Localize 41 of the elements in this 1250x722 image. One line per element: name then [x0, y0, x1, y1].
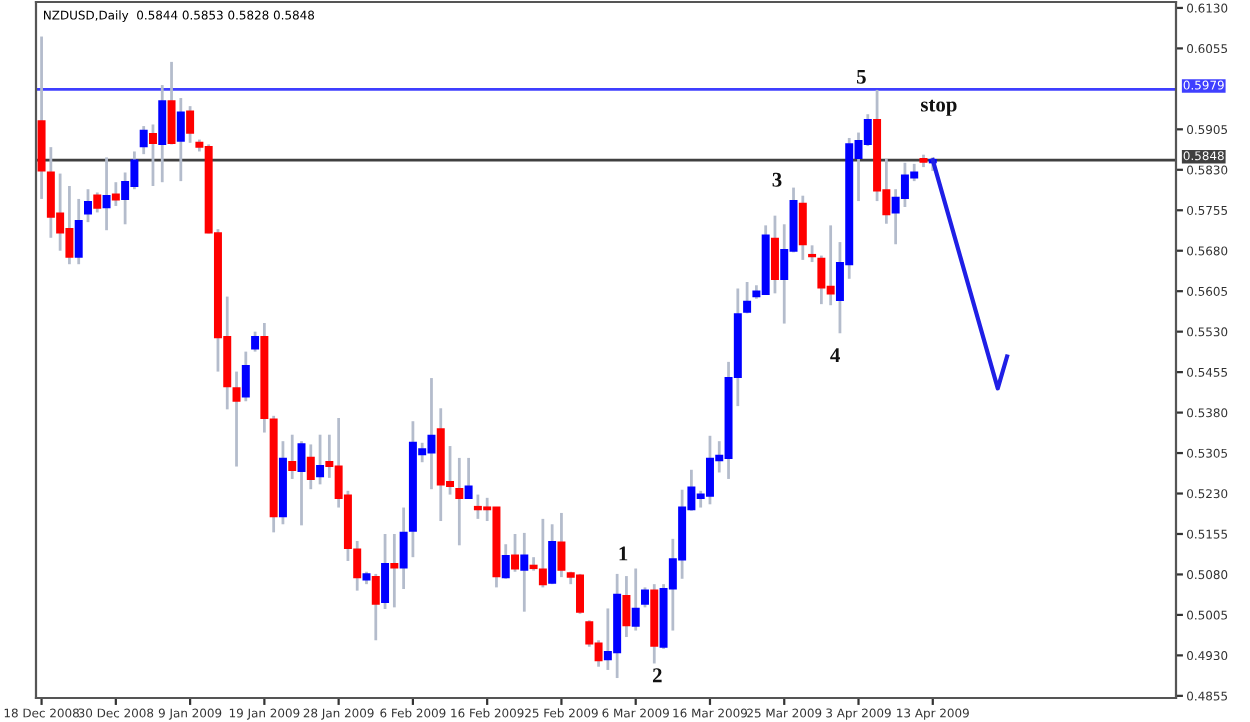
candlestick: [93, 191, 102, 214]
candlestick: [390, 532, 399, 609]
candlestick: [139, 124, 148, 156]
annotation: 1: [619, 546, 628, 561]
candlestick: [798, 194, 807, 262]
candlestick: [306, 443, 315, 491]
candlestick: [241, 350, 250, 403]
candlestick: [464, 456, 473, 501]
candlestick: [111, 180, 120, 208]
candlestick: [770, 214, 779, 295]
candlestick: [631, 567, 640, 632]
candlestick: [538, 517, 547, 589]
candlestick: [548, 522, 557, 586]
candlestick: [743, 280, 752, 315]
candlestick: [399, 506, 408, 591]
candlestick: [622, 574, 631, 639]
candlestick: [316, 433, 325, 486]
candlestick: [74, 197, 83, 266]
candlestick: [148, 123, 157, 188]
candlestick: [511, 532, 520, 574]
annotation: stop: [920, 99, 957, 116]
candlestick: [288, 433, 297, 481]
candlestick: [520, 531, 529, 614]
candlestick: [84, 187, 92, 224]
candlestick: [501, 542, 510, 581]
candlestick: [353, 539, 362, 593]
candlestick: [158, 83, 167, 184]
candlestick: [381, 532, 390, 611]
candlestick: [102, 156, 111, 232]
candlestick: [641, 586, 649, 609]
candlestick: [297, 439, 306, 527]
candlestick: [176, 96, 185, 183]
annotation: 4: [830, 348, 840, 362]
candlestick: [371, 572, 380, 642]
candlestick: [455, 456, 464, 547]
candlestick: [251, 330, 260, 354]
candlestick: [186, 104, 195, 145]
annotation: 2: [652, 668, 662, 683]
candlestick: [557, 511, 566, 579]
annotation: 5: [856, 69, 866, 84]
annotation: 3: [772, 172, 782, 187]
